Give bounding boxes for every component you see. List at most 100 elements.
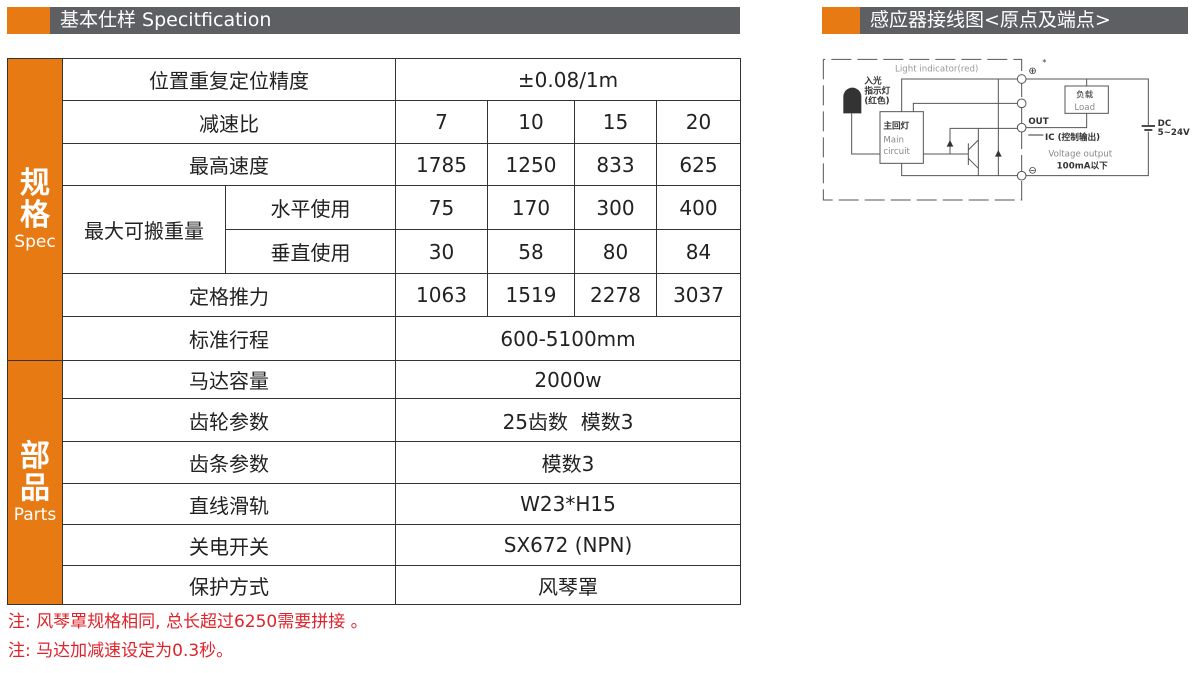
row-label: 齿条参数: [62, 441, 396, 484]
light-indicator-label: Light indicator(red): [895, 65, 978, 75]
cell-value: 300: [574, 185, 657, 230]
cell-value: 7: [395, 100, 488, 144]
cell-value: 15: [574, 100, 657, 144]
table-row: 标准行程 600-5100mm: [8, 316, 742, 361]
cell-value: 30: [395, 229, 488, 274]
spec-group-en: Spec: [14, 231, 56, 252]
row-label: 最大可搬重量: [62, 185, 226, 274]
cell-value: 模数3: [394, 441, 742, 484]
spec-section-header: 基本仕样 Specitfication: [7, 7, 740, 34]
row-label: 位置重复定位精度: [62, 58, 396, 101]
load-cn-label: 负载: [1076, 88, 1094, 100]
table-row: 规格 Spec 位置重复定位精度 ±0.08/1m: [7, 58, 742, 361]
dc-range-label: 5~24V: [1158, 128, 1190, 138]
cell-value: 1250: [487, 143, 575, 186]
dc-label: DC: [1158, 119, 1172, 129]
diagram-section-header: 感应器接线图<原点及端点>: [822, 7, 1188, 34]
terminal-ref: [1016, 98, 1027, 109]
cell-value: 10: [487, 100, 575, 144]
terminal-out: [1016, 122, 1027, 133]
voltage-output-label: Voltage output: [1048, 150, 1112, 160]
spec-section-title: 基本仕样 Specitfication: [50, 7, 740, 34]
wire-ref: [912, 102, 1022, 112]
cell-value: W23*H15: [394, 483, 742, 525]
parts-group-label: 部品 Parts: [7, 360, 63, 605]
cell-value: 1519: [487, 273, 575, 317]
circuit-en-label: circuit: [883, 147, 910, 157]
row-label: 马达容量: [62, 360, 396, 399]
wire-zener: [949, 79, 999, 176]
wire-out: [950, 113, 1088, 129]
led-icon: [843, 87, 862, 114]
cell-value: 2278: [574, 273, 657, 317]
spec-group-label: 规格 Spec: [7, 58, 63, 361]
diagram-section-title: 感应器接线图<原点及端点>: [860, 7, 1188, 34]
cell-value: 833: [574, 143, 657, 186]
load-en-label: Load: [1074, 103, 1095, 113]
wire-minus: [901, 163, 1022, 177]
battery-icon: [1141, 125, 1155, 131]
table-row: 关电开关 SX672 (NPN): [8, 524, 742, 566]
sensor-wiring-diagram: Light indicator(red) 入光 指示灯 (红色) 主回灯 Mai…: [822, 58, 1190, 201]
cell-value: 3037: [655, 273, 742, 317]
cell-value: 1063: [395, 273, 488, 317]
row-label: 直线滑轨: [62, 483, 396, 525]
cell-value: 80: [574, 229, 657, 274]
main-en-label: Main: [883, 136, 904, 146]
out-label: OUT: [1028, 117, 1048, 127]
cell-value: 75: [395, 185, 488, 230]
table-row: 定格推力 1063 1519 2278 3037: [8, 273, 742, 317]
star-mark: *: [1042, 58, 1046, 67]
header-accent: [7, 7, 50, 34]
spec-table: 规格 Spec 位置重复定位精度 ±0.08/1m 减速比 7 10 15 20 …: [7, 58, 742, 605]
terminal-plus: [1016, 74, 1027, 84]
zener-diode-icon: [946, 140, 1002, 157]
note-1: 注: 风琴罩规格相同, 总长超过6250需要拼接 。: [8, 612, 368, 632]
cell-value: 2000w: [394, 360, 742, 399]
cell-value: 400: [655, 185, 742, 230]
minus-icon: ⊖: [1028, 165, 1036, 176]
parts-group-cn: 部品: [20, 438, 50, 506]
row-label: 定格推力: [62, 273, 396, 317]
wire-led: [851, 113, 880, 155]
header-accent: [822, 7, 860, 34]
cell-value: 20: [655, 100, 742, 144]
cell-value: 58: [487, 229, 575, 274]
table-row: 保护方式 风琴罩: [8, 565, 742, 605]
wire-dc-return: [1021, 131, 1149, 177]
table-row: 齿条参数 模数3: [8, 441, 742, 484]
terminal-minus: [1016, 170, 1027, 181]
table-row: 直线滑轨 W23*H15: [8, 483, 742, 525]
cell-value: 风琴罩: [394, 565, 742, 605]
table-row: 垂直使用 30 58 80 84: [8, 229, 742, 274]
row-label: 最高速度: [62, 143, 396, 186]
spec-group-cn: 规格: [20, 165, 50, 233]
cell-value: 170: [487, 185, 575, 230]
table-row: 最高速度 1785 1250 833 625: [8, 143, 742, 186]
row-label: 齿轮参数: [62, 398, 396, 442]
table-row: 齿轮参数 25齿数 模数3: [8, 398, 742, 442]
table-row: 部品 Parts 马达容量 2000w: [7, 360, 742, 605]
plus-icon: ⊕: [1028, 66, 1036, 77]
row-label: 保护方式: [62, 565, 396, 605]
table-row: 最大可搬重量 水平使用 75 170 300 400: [8, 185, 742, 274]
main-cn-label: 主回灯: [883, 119, 909, 131]
transistor-icon: [967, 139, 979, 169]
sub-row-label: 垂直使用: [225, 229, 396, 274]
row-label: 关电开关: [62, 524, 396, 566]
cell-value: 625: [655, 143, 742, 186]
cell-value: 84: [655, 229, 742, 274]
main-circuit-box: [879, 111, 924, 164]
current-label: 100mA以下: [1057, 160, 1108, 171]
indicator-cn-label: 指示灯: [864, 84, 890, 96]
light-in-label: 入光: [864, 74, 882, 86]
note-2: 注: 马达加减速设定为0.3秒。: [8, 641, 234, 661]
table-row: 减速比 7 10 15 20: [8, 100, 742, 144]
row-label: 标准行程: [62, 316, 396, 361]
row-label: 减速比: [62, 100, 396, 144]
cell-value: ±0.08/1m: [394, 58, 742, 101]
cell-value: 600-5100mm: [394, 316, 742, 361]
red-cn-label: (红色): [864, 94, 889, 106]
cell-value: SX672 (NPN): [394, 524, 742, 566]
cell-value: 1785: [395, 143, 488, 186]
